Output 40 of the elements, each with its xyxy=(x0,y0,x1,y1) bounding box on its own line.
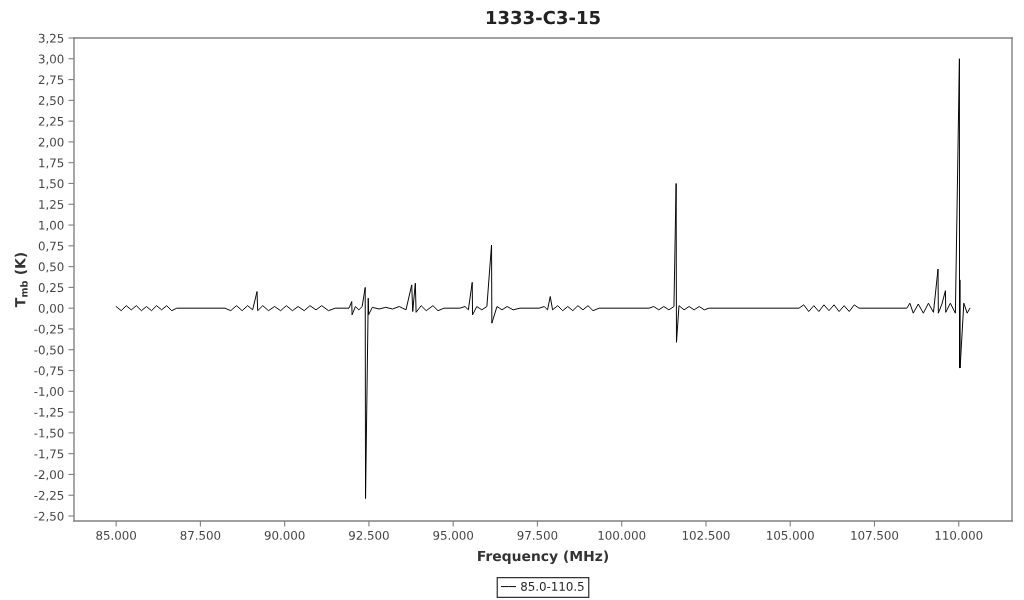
x-tick-label: 110.000 xyxy=(935,530,983,540)
x-tick-label: 87.500 xyxy=(180,530,221,540)
y-tick-label: -1,50 xyxy=(34,428,64,439)
y-tick-label: 2,50 xyxy=(38,96,64,107)
y-tick-label: -2,50 xyxy=(34,511,64,522)
x-tick-label: 85.000 xyxy=(96,530,136,540)
y-tick-label: 1,25 xyxy=(39,199,64,211)
y-tick-label: 1,50 xyxy=(39,179,64,190)
x-tick-label: 105.000 xyxy=(767,530,814,540)
y-tick-label: 3,25 xyxy=(38,33,64,44)
y-tick-label: -0,25 xyxy=(34,324,64,335)
x-tick-label: 100.000 xyxy=(598,530,646,540)
y-tick-label: 0,00 xyxy=(38,303,64,315)
y-tick-label: 1,00 xyxy=(39,220,64,231)
y-tick-label: 2,25 xyxy=(38,116,64,127)
y-tick-label: 2,00 xyxy=(38,137,64,148)
line-series xyxy=(115,58,971,500)
y-tick-label: 3,00 xyxy=(38,54,64,65)
x-tick-label: 97.500 xyxy=(517,530,558,540)
y-tick-label: -0,75 xyxy=(34,366,64,377)
x-tick-label: 95.000 xyxy=(433,530,474,540)
y-axis-title: T$_{mb}$ (K) xyxy=(14,253,28,308)
x-tick-label: 107.500 xyxy=(851,530,899,540)
y-tick-label: -2,00 xyxy=(34,470,64,481)
y-tick-label: 0,25 xyxy=(38,283,64,294)
x-tick-label: 102.500 xyxy=(682,530,730,540)
y-tick-label: -2,25 xyxy=(34,490,64,502)
legend-label: 85.0-110.5 xyxy=(521,581,584,591)
y-tick-label: -1,25 xyxy=(34,407,64,418)
y-tick-label: -1,75 xyxy=(34,449,64,460)
y-tick-label: 2,75 xyxy=(38,75,64,86)
x-tick-label: 92.500 xyxy=(349,530,389,540)
x-axis-title: Frequency (MHz) xyxy=(478,550,608,565)
x-tick-label: 90.000 xyxy=(264,530,305,540)
y-tick-label: 0,50 xyxy=(38,262,64,273)
chart-title: 1333-C3-15 xyxy=(486,10,600,25)
y-tick-label: 0,75 xyxy=(38,241,64,252)
y-tick-label: -1,00 xyxy=(34,387,64,398)
y-tick-label: -0,50 xyxy=(34,345,64,356)
y-tick-label: 1,75 xyxy=(39,158,64,169)
